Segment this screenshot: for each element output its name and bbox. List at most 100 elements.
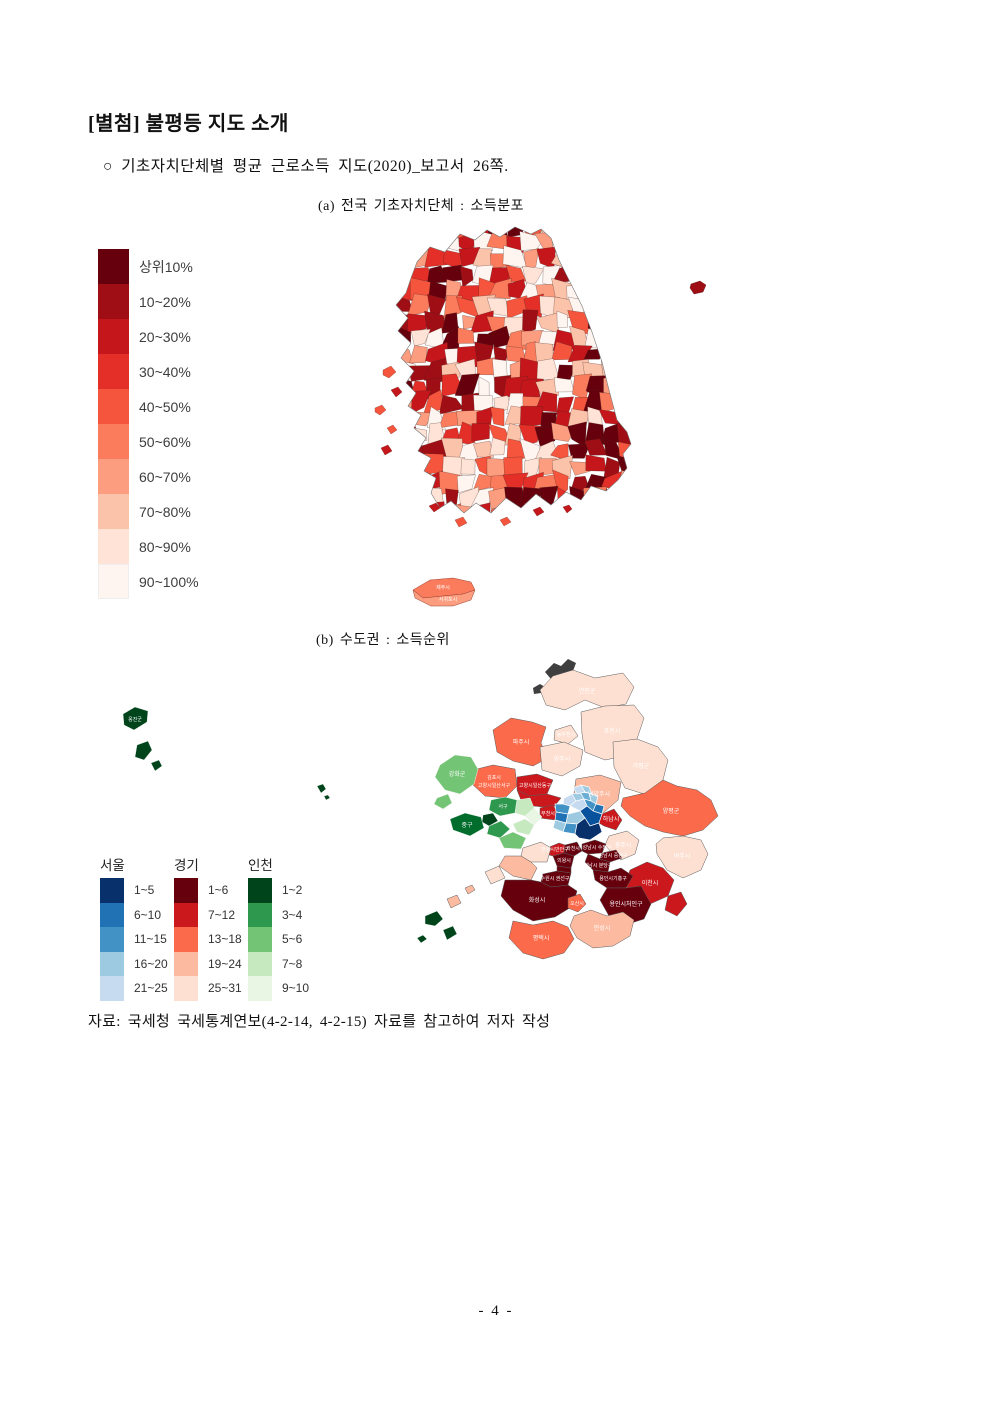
legend-swatch — [248, 976, 272, 1001]
region-label: 남양주시 — [588, 790, 610, 798]
map-a-cell — [598, 502, 621, 513]
map-a-cell — [551, 502, 577, 513]
map-a-cell — [396, 231, 397, 254]
map-a-cell — [586, 230, 607, 252]
legend-label: 60~70% — [139, 468, 191, 485]
map-a-cell — [396, 227, 413, 238]
legend-row: 16~20 — [100, 951, 174, 976]
region — [553, 724, 579, 745]
region — [416, 910, 458, 944]
region — [449, 812, 485, 837]
map-a-cell — [635, 487, 656, 509]
legend-row: 90~100% — [98, 564, 199, 599]
region-label: 안양시만안구 — [541, 846, 569, 853]
legend-label: 80~90% — [139, 538, 191, 555]
region-label: 안성시 — [594, 924, 611, 932]
legend-label: 30~40% — [139, 363, 191, 380]
region-label: 오산시 — [570, 900, 584, 907]
legend-swatch — [174, 927, 198, 952]
region-label: 용인시기흥구 — [599, 875, 627, 882]
region-label: 성남시 분당구 — [584, 862, 613, 869]
region-label: 파주시 — [513, 738, 530, 746]
legend-label: 5~6 — [282, 932, 303, 947]
map-a-cell — [617, 343, 631, 362]
legend-label: 3~4 — [282, 907, 303, 922]
map-a-cell — [633, 378, 652, 393]
legend-swatch — [174, 976, 198, 1001]
legend-label: 9~10 — [282, 981, 310, 996]
legend-label: 90~100% — [139, 573, 199, 590]
legend-label: 7~12 — [208, 907, 236, 922]
map-a-cell — [396, 438, 417, 464]
legend-swatch — [98, 459, 129, 494]
map-a-cell — [616, 422, 631, 446]
map-a-cell — [585, 454, 607, 472]
region — [122, 706, 149, 731]
legend-title: 경기 — [174, 858, 199, 873]
legend-label: 13~18 — [208, 932, 242, 947]
map-a-cell — [396, 246, 401, 267]
region — [512, 818, 535, 836]
map-a-cell — [438, 237, 461, 252]
legend-row: 50~60% — [98, 424, 199, 459]
region — [433, 793, 453, 810]
region — [539, 741, 584, 777]
legend-swatch — [100, 951, 124, 976]
map-a-cell — [601, 310, 621, 329]
map-a-cell — [636, 458, 653, 473]
figure-b-caption: (b) 수도권 : 소득순위 — [316, 633, 450, 648]
region — [150, 759, 331, 801]
legend-row: 80~90% — [98, 529, 199, 564]
map-a-cell — [396, 280, 397, 299]
map-a-cell — [598, 409, 625, 426]
legend-row: 30~40% — [98, 354, 199, 389]
map-a-cell — [409, 345, 428, 364]
map-a-cell — [521, 265, 545, 288]
map-a-cell — [604, 247, 624, 266]
map-a-cell — [598, 298, 625, 318]
legend-swatch — [248, 878, 272, 903]
map-a-cell — [618, 501, 631, 513]
map-a-cell — [600, 227, 618, 237]
region-label: 고양시일산동구 — [519, 782, 552, 789]
legend-swatch — [174, 902, 198, 927]
legend-label: 50~60% — [139, 433, 191, 450]
map-a-cell — [567, 443, 591, 459]
map-a-cell — [635, 506, 653, 523]
bullet-line: ○ 기초자치단체별 평균 근로소득 지도(2020)_보고서 26쪽. — [103, 158, 509, 175]
map-a-cell — [489, 437, 506, 456]
map-a-cell — [507, 509, 528, 513]
region — [580, 784, 593, 795]
legend-label: 19~24 — [208, 956, 242, 971]
region — [664, 891, 688, 917]
region — [552, 819, 567, 833]
map-a-cell — [422, 453, 446, 474]
region — [620, 779, 719, 837]
map-a-cell — [585, 263, 605, 286]
map-a-cell — [632, 311, 652, 334]
map-a-cell — [407, 227, 433, 240]
region-label: 광주시 — [615, 842, 632, 849]
map-a-cell — [379, 328, 393, 347]
legend-swatch — [98, 354, 129, 389]
map-a-cell — [573, 261, 588, 287]
map-a-cell — [411, 485, 426, 510]
map-a-cell — [396, 457, 415, 474]
legend-row: 7~8 — [248, 951, 322, 976]
legend-swatch — [100, 878, 124, 903]
legend-row: 5~6 — [248, 927, 322, 952]
region-label: 강화군 — [449, 770, 466, 778]
map-a-cell — [396, 455, 401, 476]
legend-swatch — [98, 319, 129, 354]
legend-swatch — [98, 424, 129, 459]
map-a-cell — [615, 357, 631, 380]
map-a-cell — [633, 248, 654, 272]
legend-swatch — [100, 927, 124, 952]
map-a-cell — [568, 247, 593, 266]
map-a-cell — [396, 232, 413, 254]
map-a-cell — [457, 327, 475, 344]
map-a-cell — [615, 264, 631, 288]
region — [569, 909, 635, 949]
legend-swatch — [174, 878, 198, 903]
